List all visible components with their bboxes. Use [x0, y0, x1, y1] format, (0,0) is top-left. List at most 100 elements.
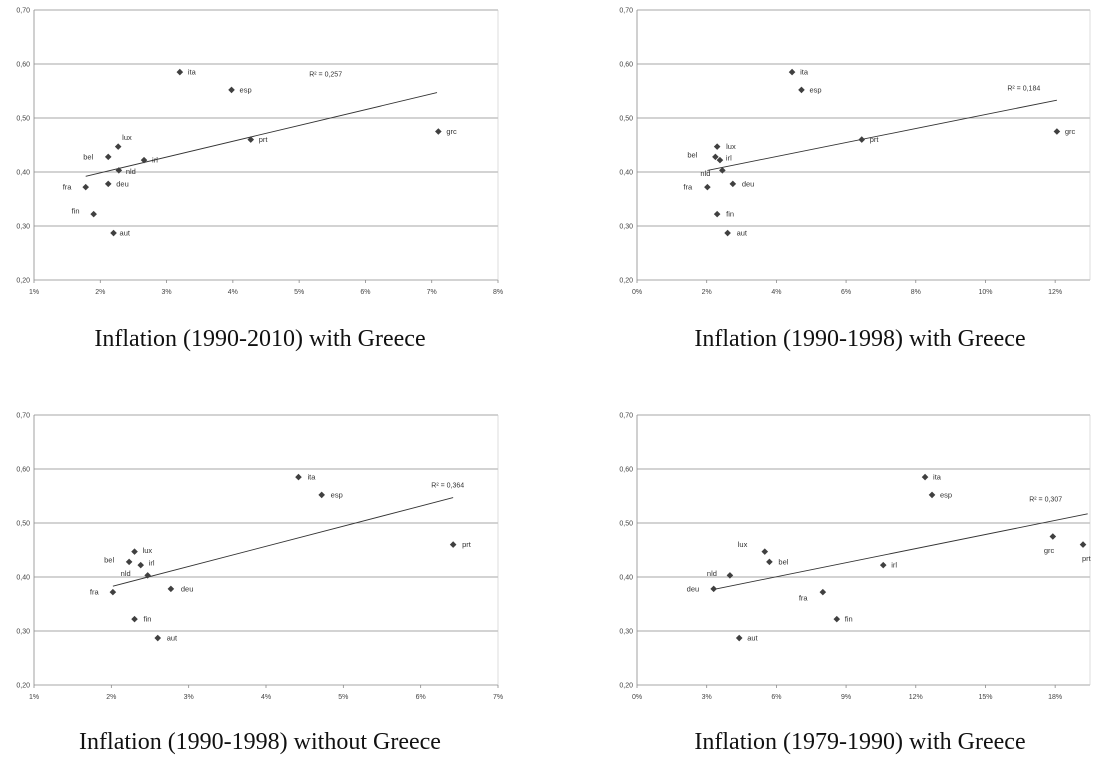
point-label-fin: fin — [72, 207, 80, 216]
point-label-fra: fra — [683, 183, 693, 192]
chart-panel-3: 0,20 0,30 0,40 0,50 0,60 0,70 1% 2% 3% 4% 5% 6% 7% R²… — [0, 405, 547, 767]
point-label-fin: fin — [845, 615, 853, 624]
x-tick-label: 7% — [493, 694, 503, 701]
chart-panel-4: 0,20 0,30 0,40 0,50 0,60 0,70 0% 3% 6% 9% 12% 15% 18… — [600, 405, 1094, 767]
point-label-nld: nld — [121, 569, 131, 578]
point-label-deu: deu — [116, 179, 129, 188]
data-point-nld — [726, 572, 734, 579]
y-tick-label: 0,20 — [16, 683, 30, 690]
point-label-irl: irl — [152, 156, 158, 165]
point-label-ita: ita — [307, 473, 316, 482]
data-point-esp — [318, 491, 325, 499]
point-label-aut: aut — [737, 229, 748, 238]
r-squared-label: R² = 0,364 — [431, 482, 464, 489]
x-tick-label: 18% — [1048, 694, 1062, 701]
point-label-prt: prt — [462, 540, 472, 549]
point-label-fra: fra — [63, 183, 73, 192]
point-label-esp: esp — [940, 490, 952, 499]
data-point-fra — [82, 183, 90, 191]
y-tick-label: 0,20 — [619, 278, 633, 285]
chart-caption-4: Inflation (1979-1990) with Greece — [694, 729, 1026, 755]
x-tick-label: 2% — [702, 289, 712, 296]
y-tick-label: 0,20 — [16, 278, 30, 285]
point-label-grc: grc — [1065, 127, 1076, 136]
y-tick-label: 0,70 — [16, 8, 30, 15]
y-tick-label: 0,50 — [16, 116, 30, 123]
x-tick-label: 6% — [771, 694, 781, 701]
data-point-nld — [115, 167, 123, 174]
data-point-irl — [140, 156, 148, 164]
point-label-grc: grc — [446, 127, 457, 136]
trendline — [713, 513, 1088, 590]
x-tick-label: 4% — [228, 289, 238, 296]
data-point-aut — [735, 634, 743, 642]
data-point-ita — [921, 473, 929, 481]
data-point-lux — [713, 143, 721, 150]
y-tick-label: 0,60 — [619, 62, 633, 69]
data-point-prt — [1079, 541, 1087, 548]
y-tick-label: 0,50 — [619, 116, 633, 123]
data-point-aut — [154, 634, 162, 642]
data-point-fin — [713, 210, 721, 218]
data-point-ita — [295, 473, 302, 481]
data-point-deu — [167, 585, 175, 593]
point-label-esp: esp — [331, 490, 343, 499]
point-label-prt: prt — [259, 135, 269, 144]
data-point-bel — [766, 558, 773, 566]
y-tick-label: 0,60 — [619, 467, 633, 474]
data-point-irl — [137, 561, 145, 569]
point-label-ita: ita — [188, 68, 197, 77]
scatter-chart-3: 0,20 0,30 0,40 0,50 0,60 0,70 1% 2% 3% 4% 5% 6% 7% R²… — [16, 413, 503, 702]
data-point-aut — [724, 229, 731, 237]
x-tick-label: 8% — [493, 289, 503, 296]
y-tick-label: 0,30 — [16, 629, 30, 636]
data-point-prt — [858, 136, 866, 143]
data-point-deu — [729, 180, 737, 188]
data-point-grc — [1053, 128, 1061, 135]
data-point-lux — [131, 548, 138, 555]
point-label-irl: irl — [149, 559, 155, 568]
point-label-bel: bel — [687, 150, 697, 159]
point-label-aut: aut — [120, 229, 131, 238]
point-label-bel: bel — [83, 152, 93, 161]
y-tick-label: 0,40 — [16, 575, 30, 582]
data-point-irl — [879, 561, 887, 569]
x-tick-label: 7% — [427, 289, 437, 296]
data-point-esp — [798, 86, 805, 94]
x-tick-label: 4% — [771, 289, 781, 296]
data-point-bel — [712, 153, 719, 161]
x-tick-label: 8% — [911, 289, 921, 296]
chart-panel-1: 0,20 0,30 0,40 0,50 0,60 0,70 1% 2% 3% 4% 5% 6% 7% 8%… — [0, 0, 547, 383]
point-label-nld: nld — [707, 569, 717, 578]
x-tick-label: 12% — [909, 694, 923, 701]
data-point-esp — [228, 86, 235, 94]
data-point-deu — [104, 180, 112, 188]
x-tick-label: 1% — [29, 289, 39, 296]
point-label-ita: ita — [933, 473, 942, 482]
point-label-fra: fra — [90, 588, 100, 597]
point-label-deu: deu — [687, 584, 700, 593]
point-label-lux: lux — [122, 133, 132, 142]
x-tick-label: 10% — [978, 289, 992, 296]
trendline — [112, 497, 454, 587]
point-label-deu: deu — [181, 584, 194, 593]
y-tick-label: 0,50 — [619, 521, 633, 528]
scatter-chart-4: 0,20 0,30 0,40 0,50 0,60 0,70 0% 3% 6% 9% 12% 15% 18… — [619, 413, 1091, 702]
point-label-irl: irl — [891, 561, 897, 570]
x-tick-label: 3% — [162, 289, 172, 296]
x-tick-label: 3% — [702, 694, 712, 701]
y-tick-label: 0,20 — [619, 683, 633, 690]
scatter-chart-1: 0,20 0,30 0,40 0,50 0,60 0,70 1% 2% 3% 4% 5% 6% 7% 8%… — [16, 8, 503, 297]
x-tick-label: 0% — [632, 694, 642, 701]
point-label-lux: lux — [726, 142, 736, 151]
point-label-esp: esp — [809, 85, 821, 94]
y-tick-label: 0,70 — [619, 413, 633, 420]
x-tick-label: 9% — [841, 694, 851, 701]
x-tick-label: 2% — [95, 289, 105, 296]
point-label-deu: deu — [742, 179, 755, 188]
y-tick-label: 0,30 — [16, 224, 30, 231]
r-squared-label: R² = 0,307 — [1029, 496, 1062, 503]
data-point-nld — [719, 167, 726, 174]
x-tick-label: 2% — [106, 694, 116, 701]
y-tick-label: 0,30 — [619, 224, 633, 231]
